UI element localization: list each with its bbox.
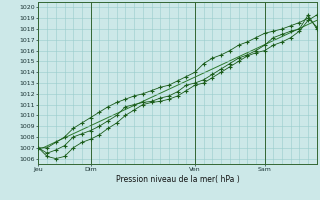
X-axis label: Pression niveau de la mer( hPa ): Pression niveau de la mer( hPa ): [116, 175, 239, 184]
